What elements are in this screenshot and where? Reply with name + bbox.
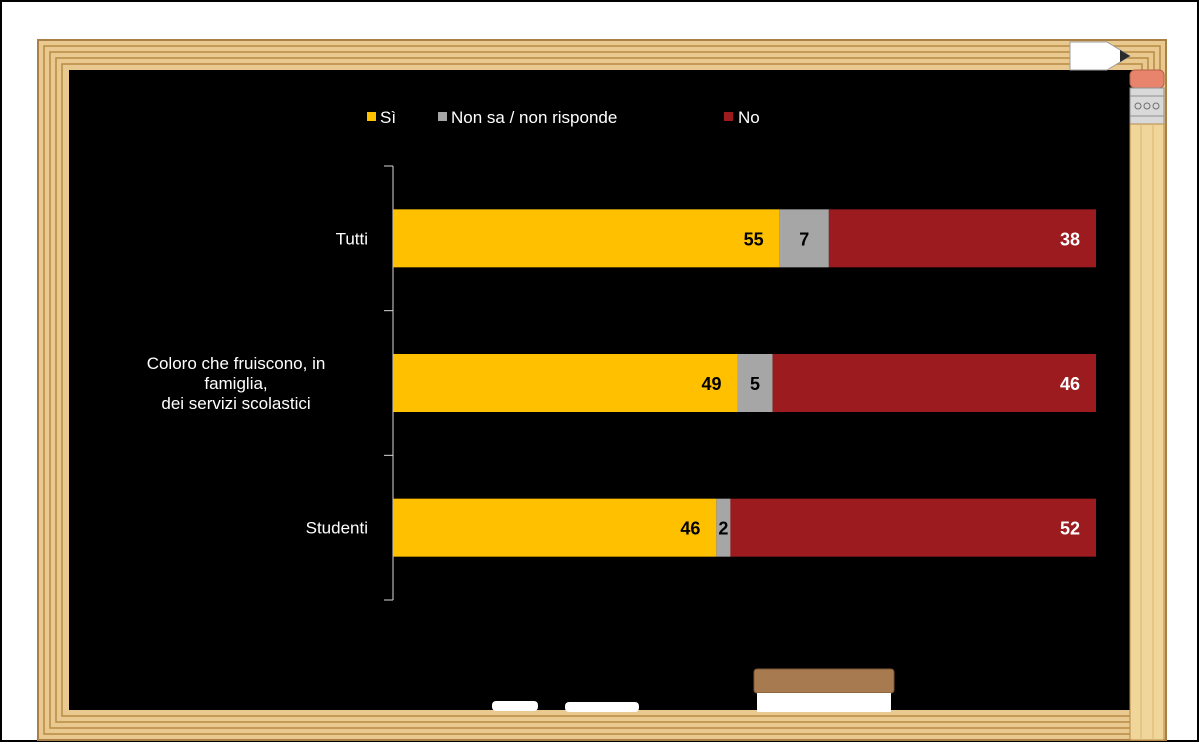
category-label: Studenti	[306, 519, 368, 538]
category-label: dei servizi scolastici	[161, 394, 310, 413]
pencil-icon	[1069, 41, 1165, 741]
bar-segment	[393, 209, 780, 268]
category-label: Coloro che fruiscono, in	[147, 354, 326, 373]
bar-segment	[779, 209, 829, 268]
bar-segment	[393, 354, 738, 412]
category-label: famiglia,	[204, 374, 267, 393]
bars	[393, 209, 1096, 557]
value-label: 5	[750, 374, 760, 394]
value-label: 52	[1060, 519, 1080, 539]
value-label: 38	[1060, 229, 1080, 249]
bar-segment	[730, 498, 1096, 557]
bar-segment	[772, 354, 1096, 412]
bar-segment	[828, 209, 1096, 268]
chalk-icon	[565, 702, 639, 712]
value-label: 49	[701, 374, 721, 394]
category-label: Tutti	[336, 229, 368, 248]
legend-swatch-si	[367, 112, 376, 121]
value-label: 55	[744, 229, 764, 249]
eraser-icon	[753, 668, 895, 712]
legend: Sì Non sa / non risponde No	[367, 108, 760, 127]
bar-segment	[393, 498, 717, 557]
chalk-icon	[492, 701, 538, 711]
value-label: 46	[680, 519, 700, 539]
value-labels: 55 7 38 49 5 46 46 2 52	[680, 229, 1080, 538]
value-label: 2	[718, 519, 728, 539]
value-label: 46	[1060, 374, 1080, 394]
legend-label-no: No	[738, 108, 760, 127]
value-label: 7	[799, 229, 809, 249]
legend-swatch-no	[724, 112, 733, 121]
category-labels: Tutti Coloro che fruiscono, infamiglia,de…	[147, 229, 368, 537]
legend-label-si: Sì	[380, 108, 396, 127]
bar-segment	[716, 498, 731, 557]
bar-segment	[737, 354, 773, 412]
legend-swatch-non-sa	[438, 112, 447, 121]
legend-label-non-sa: Non sa / non risponde	[451, 108, 617, 127]
